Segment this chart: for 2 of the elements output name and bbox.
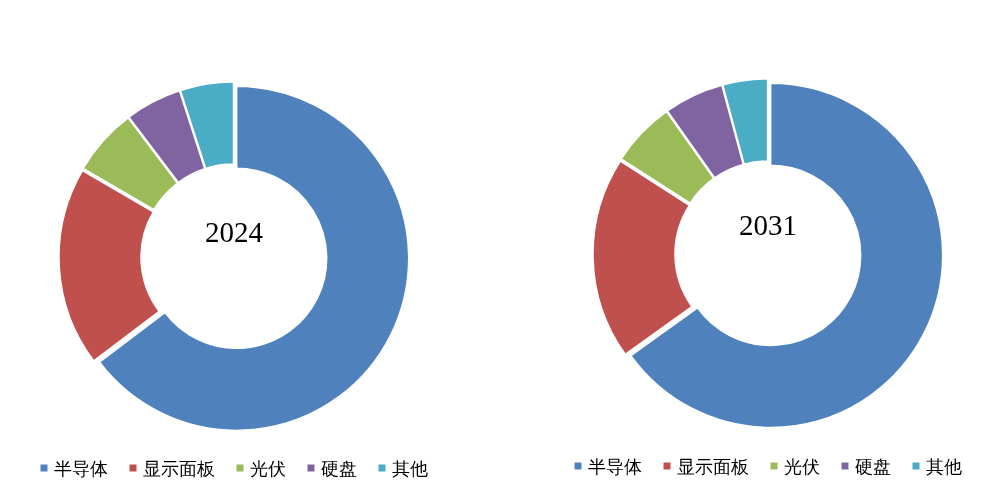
title: 2024 <box>205 216 263 248</box>
title: 2031 <box>739 209 797 241</box>
